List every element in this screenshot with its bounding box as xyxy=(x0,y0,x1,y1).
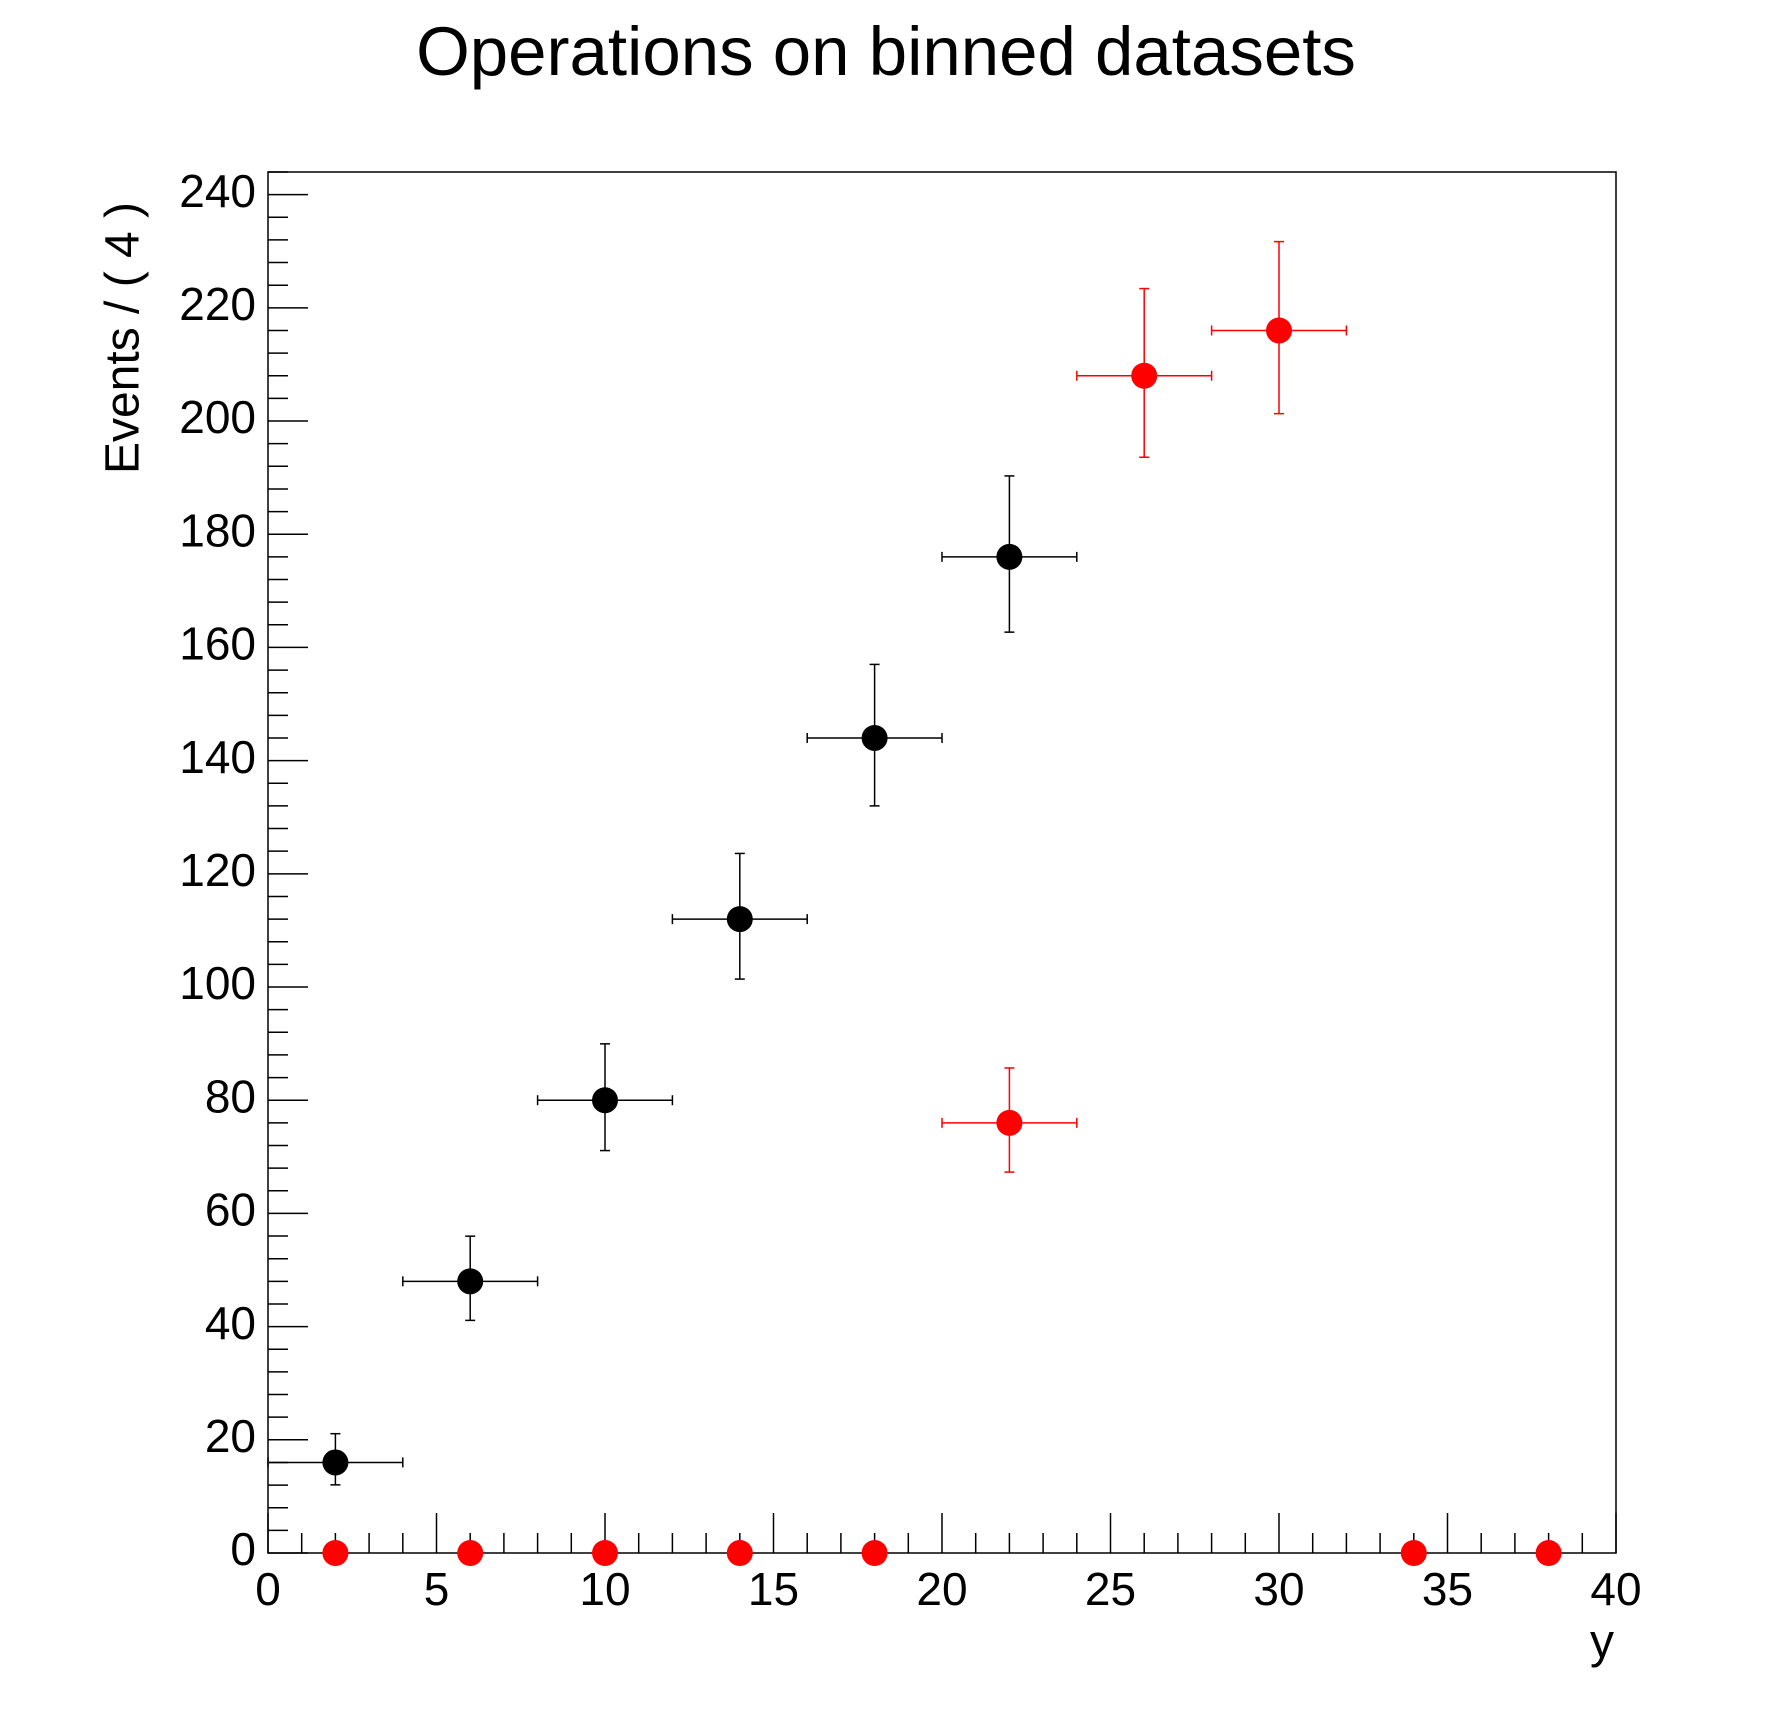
marker xyxy=(996,543,1023,570)
marker xyxy=(861,724,888,751)
y-tick-label: 20 xyxy=(205,1410,256,1462)
x-tick-label: 10 xyxy=(579,1563,630,1615)
marker xyxy=(592,1087,618,1114)
y-tick-label: 200 xyxy=(179,391,256,443)
marker xyxy=(1400,1540,1427,1566)
y-tick-label: 160 xyxy=(179,618,256,670)
marker xyxy=(996,1109,1023,1136)
y-tick-label: 140 xyxy=(179,731,256,783)
marker xyxy=(1266,317,1292,344)
marker xyxy=(322,1540,349,1566)
y-tick-label: 240 xyxy=(179,165,256,217)
x-axis-label: y xyxy=(1590,1616,1614,1669)
marker xyxy=(726,906,753,933)
y-tick-label: 120 xyxy=(179,844,256,896)
marker xyxy=(592,1540,618,1566)
marker xyxy=(322,1449,349,1476)
marker xyxy=(457,1268,484,1295)
y-tick-label: 40 xyxy=(205,1297,256,1349)
chart-title: Operations on binned datasets xyxy=(416,13,1356,90)
y-tick-label: 180 xyxy=(179,504,256,556)
x-tick-label: 40 xyxy=(1590,1563,1641,1615)
x-tick-label: 30 xyxy=(1253,1563,1304,1615)
marker xyxy=(726,1540,753,1566)
y-tick-label: 100 xyxy=(179,957,256,1009)
y-tick-label: 0 xyxy=(230,1523,256,1575)
marker xyxy=(1535,1540,1562,1566)
y-tick-label: 220 xyxy=(179,278,256,330)
marker xyxy=(457,1540,484,1566)
x-tick-label: 15 xyxy=(748,1563,799,1615)
y-tick-label: 60 xyxy=(205,1184,256,1236)
x-tick-label: 5 xyxy=(424,1563,450,1615)
y-axis-label: Events / ( 4 ) xyxy=(97,202,150,474)
x-tick-label: 25 xyxy=(1085,1563,1136,1615)
x-tick-label: 0 xyxy=(255,1563,281,1615)
marker xyxy=(861,1540,888,1566)
marker xyxy=(1131,362,1158,389)
x-tick-label: 20 xyxy=(916,1563,967,1615)
x-tick-label: 35 xyxy=(1422,1563,1473,1615)
y-tick-label: 80 xyxy=(205,1070,256,1122)
